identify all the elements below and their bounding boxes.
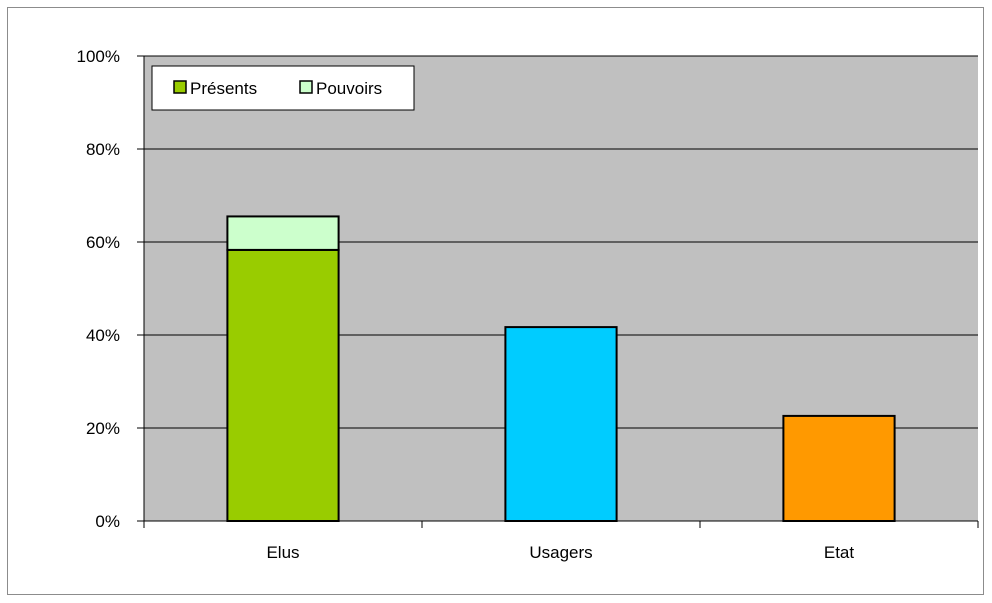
bar-etat-0 (782, 414, 896, 522)
bar-elus-1 (226, 215, 340, 251)
y-tick-label: 20% (86, 419, 120, 438)
bar-elus-0 (226, 248, 340, 522)
y-tick-label: 100% (77, 47, 120, 66)
legend: Présents Pouvoirs (151, 65, 415, 111)
x-tick-label: Usagers (529, 543, 592, 562)
x-tick-label: Etat (824, 543, 855, 562)
axes (137, 55, 979, 528)
y-tick-label: 60% (86, 233, 120, 252)
legend-box (151, 65, 415, 111)
legend-label: Présents (190, 79, 257, 98)
bars (226, 215, 896, 522)
y-axis-labels: 0% 20% 40% 60% 80% 100% (77, 47, 120, 531)
legend-swatch (299, 80, 313, 94)
y-tick-label: 40% (86, 326, 120, 345)
legend-swatch (173, 80, 187, 94)
y-tick-label: 80% (86, 140, 120, 159)
x-tick-label: Elus (266, 543, 299, 562)
y-tick-label: 0% (95, 512, 120, 531)
bar-usagers-0 (504, 326, 618, 522)
x-axis-labels: Elus Usagers Etat (266, 543, 854, 562)
legend-label: Pouvoirs (316, 79, 382, 98)
